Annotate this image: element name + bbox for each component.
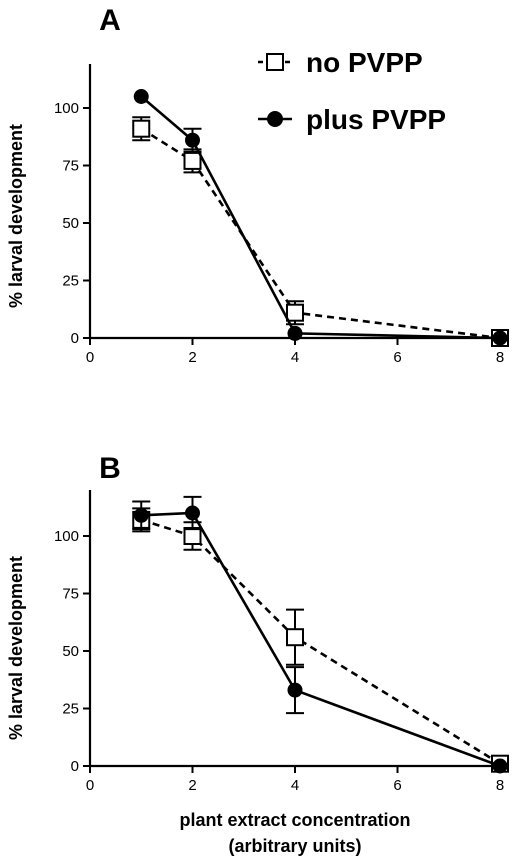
series-plus-pvpp — [133, 89, 508, 346]
data-point-circle — [287, 325, 303, 341]
chart-panel-b: B 0 25 50 75 100 0 2 4 6 8 % larval development plan… — [6, 452, 509, 856]
y-axis-title: % larval development — [6, 556, 26, 740]
legend-circle-icon — [267, 111, 283, 127]
data-point-circle — [287, 682, 303, 698]
y-tick-label: 50 — [62, 215, 79, 232]
legend-item: no PVPP — [258, 47, 423, 78]
y-tick-label: 100 — [54, 100, 79, 117]
y-tick-label: 25 — [62, 701, 79, 718]
data-point-square — [286, 628, 304, 647]
data-point-square — [286, 303, 304, 322]
chart-panel-a: A 0 25 50 75 100 0 2 4 6 8 % larval development no P… — [6, 4, 509, 366]
series-line — [140, 127, 501, 340]
x-tick-label: 2 — [188, 349, 196, 366]
x-tick-label: 0 — [86, 777, 94, 794]
y-tick-label: 0 — [71, 330, 79, 347]
data-point-circle — [133, 507, 149, 523]
data-point-circle — [185, 132, 200, 148]
series-line — [140, 518, 501, 765]
y-axis-title: % larval development — [6, 124, 26, 308]
x-tick-label: 6 — [393, 777, 401, 794]
y-tick-label: 75 — [62, 586, 79, 603]
y-tick-label: 25 — [62, 273, 79, 290]
data-point-circle — [492, 758, 508, 774]
y-tick-label: 100 — [54, 528, 79, 545]
data-point-circle — [185, 505, 200, 521]
series-no-pvpp — [132, 507, 509, 773]
data-point-square — [183, 151, 202, 170]
x-axis-title: plant extract concentration — [179, 810, 410, 830]
panel-label: B — [99, 452, 121, 485]
x-tick-label: 8 — [496, 777, 504, 794]
x-tick-label: 4 — [291, 349, 299, 366]
panel-label: A — [99, 4, 121, 37]
legend-square-icon — [266, 53, 284, 71]
legend: no PVPP plus PVPP — [258, 47, 446, 135]
legend-label: no PVPP — [306, 47, 423, 78]
data-point-circle — [133, 89, 149, 104]
data-point-circle — [492, 330, 508, 346]
x-tick-label: 4 — [291, 777, 299, 794]
data-point-square — [183, 527, 202, 545]
x-tick-label: 6 — [393, 349, 401, 366]
x-tick-label: 0 — [86, 349, 94, 366]
x-axis-title-units: (arbitrary units) — [228, 836, 361, 856]
series-line — [141, 511, 501, 768]
legend-item: plus PVPP — [258, 104, 446, 135]
y-tick-label: 75 — [62, 158, 79, 175]
x-tick-label: 2 — [188, 777, 196, 794]
legend-label: plus PVPP — [306, 104, 446, 135]
x-tick-label: 8 — [496, 349, 504, 366]
y-tick-label: 50 — [62, 643, 79, 660]
series-line — [140, 95, 501, 340]
series-plus-pvpp — [132, 495, 508, 774]
data-point-square — [132, 119, 151, 138]
y-tick-label: 0 — [71, 758, 79, 775]
